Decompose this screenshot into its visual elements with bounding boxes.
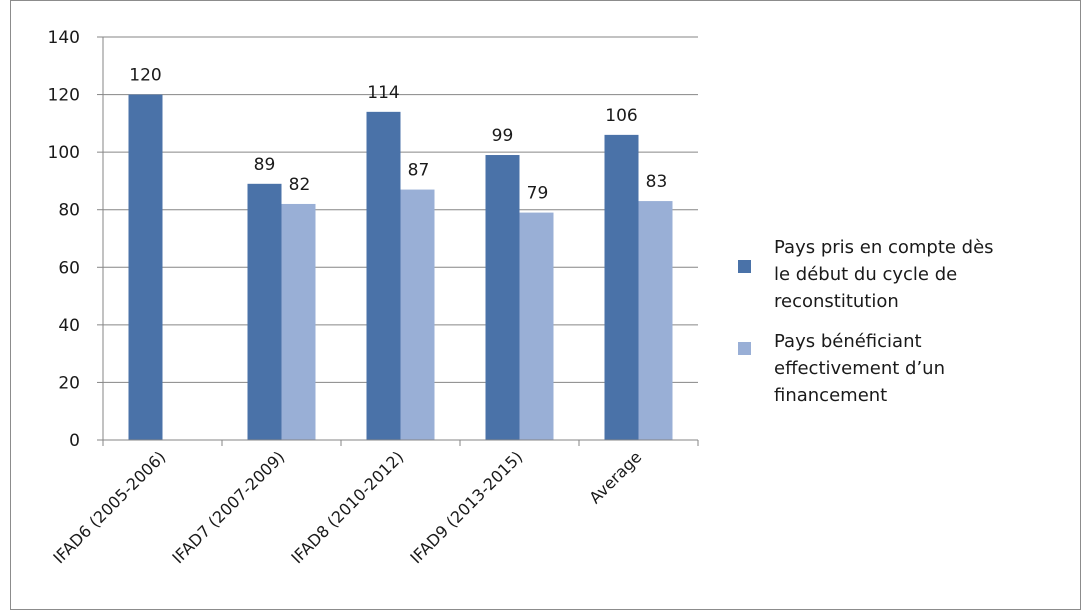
x-tick-label: Average bbox=[585, 447, 645, 507]
y-tick-label: 80 bbox=[58, 201, 80, 221]
x-tick-label: IFAD9 (2013-2015) bbox=[406, 447, 526, 567]
bar-series-2-4 bbox=[638, 201, 673, 440]
x-tick-label: IFAD6 (2005-2006) bbox=[49, 447, 169, 567]
data-label-series-1-3: 99 bbox=[492, 126, 514, 146]
bar-series-2-2 bbox=[400, 189, 435, 440]
y-tick-label: 100 bbox=[48, 143, 80, 163]
bar-series-1-2 bbox=[366, 111, 401, 440]
legend: Pays pris en compte dès le début du cycl… bbox=[738, 234, 1058, 422]
y-tick-label: 0 bbox=[69, 431, 80, 451]
legend-item-series-1: Pays pris en compte dès le début du cycl… bbox=[738, 234, 1058, 315]
bar-series-1-3 bbox=[485, 155, 520, 440]
bar-series-2-3 bbox=[519, 212, 554, 440]
y-tick-label: 40 bbox=[58, 316, 80, 336]
legend-label-series-1-line-3: reconstitution bbox=[774, 291, 899, 312]
data-label-series-2-4: 83 bbox=[646, 172, 668, 192]
x-tick-label: IFAD7 (2007-2009) bbox=[168, 447, 288, 567]
bars bbox=[128, 94, 673, 441]
bar-series-1-0 bbox=[128, 94, 163, 441]
data-labels: 120 89 82 114 87 99 79 106 83 bbox=[129, 66, 667, 204]
legend-label-series-2-line-1: Pays bénéficiant bbox=[774, 331, 922, 352]
bar-series-1-4 bbox=[604, 134, 639, 440]
bar-series-2-1 bbox=[281, 203, 316, 440]
legend-label-series-2-line-3: financement bbox=[774, 385, 888, 406]
legend-label-series-1-line-2: le début du cycle de bbox=[774, 264, 958, 285]
legend-label-series-1-line-1: Pays pris en compte dès bbox=[774, 237, 994, 258]
bar-series-1-1 bbox=[247, 183, 282, 441]
data-label-series-2-3: 79 bbox=[527, 184, 549, 204]
data-label-series-2-1: 82 bbox=[289, 175, 311, 195]
legend-item-series-2: Pays bénéficiant effectivement d’un fina… bbox=[738, 328, 1058, 409]
legend-swatch-series-1 bbox=[738, 260, 751, 273]
data-label-series-1-2: 114 bbox=[367, 83, 399, 103]
x-tick-label: IFAD8 (2010-2012) bbox=[287, 447, 407, 567]
data-label-series-1-1: 89 bbox=[254, 155, 276, 175]
y-tick-label: 60 bbox=[58, 258, 80, 278]
y-tick-label: 120 bbox=[48, 86, 80, 106]
data-label-series-1-0: 120 bbox=[129, 66, 161, 86]
legend-swatch-series-2 bbox=[738, 342, 751, 355]
data-label-series-1-4: 106 bbox=[605, 106, 637, 126]
y-tick-label: 20 bbox=[58, 373, 80, 393]
legend-label-series-2-line-2: effectivement d’un bbox=[774, 358, 945, 379]
data-label-series-2-2: 87 bbox=[408, 161, 430, 181]
y-tick-label: 140 bbox=[48, 28, 80, 48]
